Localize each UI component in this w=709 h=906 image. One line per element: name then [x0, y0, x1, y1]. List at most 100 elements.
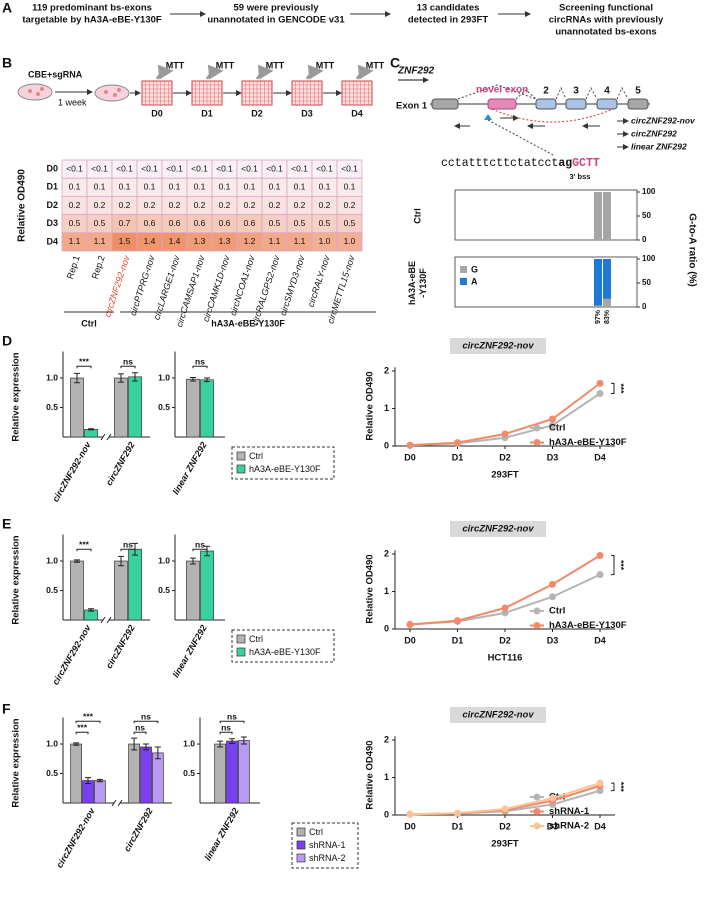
- data-point: [406, 441, 414, 449]
- plate: [241, 80, 273, 106]
- cell-value: <0.1: [316, 163, 333, 173]
- x-tick-label: D0: [404, 452, 416, 462]
- legend-label: G: [471, 264, 478, 274]
- bar: [128, 548, 142, 621]
- y-tick-label: 50: [642, 278, 651, 287]
- legend-swatch: [236, 634, 246, 644]
- cell-value: 0.1: [144, 182, 156, 192]
- bar: [200, 550, 214, 621]
- significance-bracket: [75, 731, 89, 735]
- legend-marker: [533, 822, 541, 830]
- data-point: [596, 379, 604, 387]
- significance-label: ns: [227, 711, 237, 721]
- x-tick-label: D4: [594, 452, 606, 462]
- exon: [596, 98, 618, 110]
- legend-marker: [533, 793, 541, 801]
- x-tick-label: D1: [452, 635, 464, 645]
- cell-value: 0.1: [194, 182, 206, 192]
- data-point: [501, 609, 509, 617]
- splice-junction: [457, 84, 629, 100]
- data-point: [501, 805, 509, 813]
- y-tick-label: 50: [642, 211, 651, 220]
- legend-label: shRNA-2: [549, 821, 589, 832]
- legend-marker: [533, 607, 541, 615]
- y-axis-label: Relative expression: [11, 718, 22, 807]
- significance-bracket: [611, 782, 615, 792]
- bar: [94, 780, 106, 804]
- y-axis-label: Relative OD490: [365, 554, 376, 623]
- x-axis-label: 293FT: [491, 839, 519, 850]
- bar: [214, 743, 226, 804]
- cell-value: 0.1: [94, 182, 106, 192]
- cell-value: 0.1: [344, 182, 356, 192]
- legend-swatch: [236, 464, 246, 474]
- cell-value: 0.5: [269, 218, 281, 228]
- cell-value: 0.2: [119, 200, 131, 210]
- axis-break: [111, 799, 123, 807]
- novel-exon-label: novel exon: [476, 85, 528, 96]
- cell-value: 0.1: [169, 182, 181, 192]
- significance-label: ***: [616, 383, 626, 394]
- step-text: 119 predominant bs-exons: [32, 3, 152, 14]
- significance-label: ns: [195, 356, 205, 366]
- y-tick-label: 100: [642, 187, 656, 196]
- legend-swatch: [236, 647, 246, 657]
- error-bar: [73, 559, 80, 563]
- panel-label: E: [2, 516, 11, 532]
- plate: [341, 80, 373, 106]
- legend-box: [231, 446, 335, 480]
- data-point: [596, 571, 604, 579]
- treatment-label: CBE+sgRNA: [28, 69, 83, 79]
- legend-swatch: [236, 451, 246, 461]
- gene-diagram: [398, 77, 650, 157]
- significance-label: ***: [83, 711, 94, 721]
- edit-site: [484, 114, 492, 120]
- significance-label: ns: [123, 539, 133, 549]
- bar-segment: [594, 305, 602, 307]
- cell-dot: [40, 87, 44, 91]
- cell-dot: [28, 89, 32, 93]
- bar-segment: [603, 298, 611, 307]
- cell-value: 0.5: [294, 218, 306, 228]
- mtt-arrow: [205, 64, 224, 80]
- y-tick-label: 0.5: [46, 585, 58, 595]
- error-bar: [85, 777, 91, 785]
- significance-label: ns: [135, 722, 145, 732]
- data-point: [549, 415, 556, 423]
- x-axis-label: 293FT: [491, 470, 519, 481]
- cell-value: 1.5: [119, 236, 131, 246]
- group-label: hA3A-eBE: [407, 261, 417, 305]
- exon-number: 3: [573, 86, 579, 97]
- exon-number: 2: [543, 86, 549, 97]
- y-tick-label: 0: [642, 302, 647, 311]
- cell-value: 0.6: [244, 218, 256, 228]
- legend-swatch: [460, 266, 467, 273]
- y-axis-label: Relative OD490: [365, 371, 376, 440]
- assay-label: MTT: [266, 60, 285, 70]
- title-box: [450, 521, 546, 537]
- cell-value: 0.2: [344, 200, 356, 210]
- data-point: [596, 787, 604, 795]
- cell-dot: [104, 90, 108, 94]
- isoform-label: linear ZNF292: [631, 141, 687, 151]
- error-bar: [229, 738, 235, 744]
- x-tick-label: circZNF292: [122, 806, 155, 853]
- y-axis-label: Relative expression: [11, 535, 22, 624]
- site-label: 3' bss: [570, 172, 591, 181]
- x-tick-label: D4: [594, 635, 606, 645]
- legend-label: shRNA-1: [309, 840, 346, 850]
- x-tick-label: linear ZNF292: [171, 440, 209, 496]
- cell-value: 1.1: [269, 236, 281, 246]
- bar: [186, 560, 200, 621]
- cell-dot: [113, 93, 117, 97]
- cell-value: <0.1: [141, 163, 158, 173]
- x-tick-label: circZNF292-nov: [54, 805, 97, 869]
- significance-bracket: [192, 548, 208, 552]
- assay-label: MTT: [166, 60, 185, 70]
- cell-value: <0.1: [266, 163, 283, 173]
- column-label: circSMYD3-nov: [278, 254, 307, 317]
- y-tick-label: 0.5: [183, 768, 195, 778]
- cell-value: 0.1: [294, 182, 306, 192]
- y-tick-label: 0.5: [46, 402, 58, 412]
